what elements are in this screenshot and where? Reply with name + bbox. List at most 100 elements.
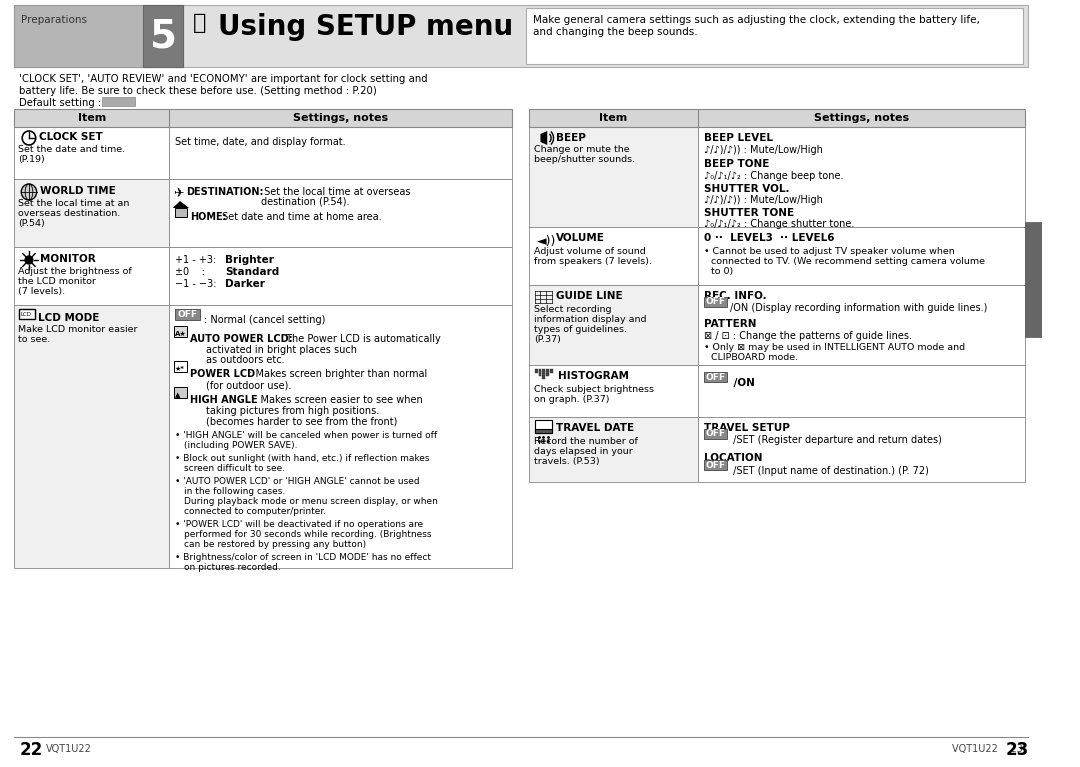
Text: ♪/♪)/♪)) : Mute/Low/High: ♪/♪)/♪)) : Mute/Low/High [703,145,823,155]
Text: travels. (P.53): travels. (P.53) [534,457,599,466]
Text: Using SETUP menu: Using SETUP menu [218,13,513,41]
FancyBboxPatch shape [703,297,727,307]
Text: as outdoors etc.: as outdoors etc. [205,355,284,365]
Text: Set the local time at overseas: Set the local time at overseas [260,187,410,197]
Text: CLIPBOARD mode.: CLIPBOARD mode. [712,353,798,362]
FancyBboxPatch shape [174,387,187,398]
Text: on pictures recorded.: on pictures recorded. [185,563,281,572]
Text: connected to computer/printer.: connected to computer/printer. [185,507,326,516]
FancyBboxPatch shape [1025,222,1042,337]
Text: BEEP LEVEL: BEEP LEVEL [703,133,772,143]
Text: LCD MODE: LCD MODE [38,313,99,323]
FancyBboxPatch shape [698,227,1025,285]
Text: performed for 30 seconds while recording. (Brightness: performed for 30 seconds while recording… [185,530,432,539]
Text: (becomes harder to see from the front): (becomes harder to see from the front) [205,417,397,427]
Text: VQT1U22    23: VQT1U22 23 [953,744,1023,754]
Text: WORLD TIME: WORLD TIME [40,186,116,196]
Text: BEEP: BEEP [556,133,585,143]
FancyBboxPatch shape [529,109,1025,127]
Text: • Block out sunlight (with hand, etc.) if reflection makes: • Block out sunlight (with hand, etc.) i… [175,454,429,463]
Text: POWER LCD: POWER LCD [190,369,255,379]
FancyBboxPatch shape [14,5,1028,67]
FancyBboxPatch shape [698,127,1025,227]
FancyBboxPatch shape [14,305,168,568]
Text: Darker: Darker [225,279,265,289]
Text: +1 - +3:: +1 - +3: [175,255,216,265]
Text: −1 - −3:: −1 - −3: [175,279,216,289]
Text: Item: Item [599,113,627,123]
FancyBboxPatch shape [546,369,549,376]
Text: Settings, notes: Settings, notes [814,113,909,123]
Text: VQT1U22: VQT1U22 [46,744,92,754]
Text: Set time, date, and display format.: Set time, date, and display format. [175,137,346,147]
Text: OFF: OFF [705,460,725,469]
Text: taking pictures from high positions.: taking pictures from high positions. [205,406,379,416]
Text: LCD: LCD [21,312,31,317]
Circle shape [25,256,32,264]
Text: /ON (Display recording information with guide lines.): /ON (Display recording information with … [730,303,987,313]
Text: Preparations: Preparations [22,15,87,25]
Text: beep/shutter sounds.: beep/shutter sounds. [534,155,635,164]
FancyBboxPatch shape [698,365,1025,417]
Text: ♪/♪)/♪)) : Mute/Low/High: ♪/♪)/♪)) : Mute/Low/High [703,195,823,205]
FancyBboxPatch shape [0,0,1042,767]
Text: SHUTTER VOL.: SHUTTER VOL. [703,184,789,194]
Text: information display and: information display and [534,315,646,324]
FancyBboxPatch shape [698,285,1025,365]
Text: Set date and time at home area.: Set date and time at home area. [219,212,381,222]
Text: : Normal (cancel setting): : Normal (cancel setting) [204,315,325,325]
Text: ✈: ✈ [174,187,185,200]
Text: VOLUME: VOLUME [556,233,605,243]
FancyBboxPatch shape [168,247,512,305]
Text: Adjust the brightness of: Adjust the brightness of [18,267,132,276]
FancyBboxPatch shape [542,369,545,379]
FancyBboxPatch shape [529,227,698,285]
Text: ⊠ / ⊡ : Change the patterns of guide lines.: ⊠ / ⊡ : Change the patterns of guide lin… [703,331,912,341]
Text: 22: 22 [19,741,42,759]
Text: Default setting :: Default setting : [19,98,102,108]
FancyBboxPatch shape [175,208,187,217]
Text: MONITOR: MONITOR [40,254,95,264]
FancyBboxPatch shape [168,305,512,568]
Text: • Brightness/color of screen in 'LCD MODE' has no effect: • Brightness/color of screen in 'LCD MOD… [175,553,431,562]
Text: from speakers (7 levels).: from speakers (7 levels). [534,257,651,266]
Text: ▲: ▲ [175,392,180,398]
FancyBboxPatch shape [703,372,727,382]
FancyBboxPatch shape [14,127,168,179]
Text: connected to TV. (We recommend setting camera volume: connected to TV. (We recommend setting c… [712,257,985,266]
FancyBboxPatch shape [168,179,512,247]
Text: Standard: Standard [225,267,279,277]
FancyBboxPatch shape [535,429,552,433]
Text: screen difficult to see.: screen difficult to see. [185,464,285,473]
Text: Set the local time at an: Set the local time at an [18,199,130,208]
FancyBboxPatch shape [143,5,184,67]
Text: Make LCD monitor easier: Make LCD monitor easier [18,325,138,334]
FancyBboxPatch shape [19,309,35,319]
FancyBboxPatch shape [550,369,553,373]
Text: and changing the beep sounds.: and changing the beep sounds. [532,27,698,37]
Text: HISTOGRAM: HISTOGRAM [558,371,629,381]
FancyBboxPatch shape [14,247,168,305]
Text: ±0    :: ±0 : [175,267,204,277]
Text: Make general camera settings such as adjusting the clock, extending the battery : Make general camera settings such as adj… [532,15,980,25]
Text: ★*: ★* [175,366,185,372]
Text: 5: 5 [150,17,177,55]
Text: Item: Item [78,113,106,123]
Text: /ON: /ON [730,378,755,388]
Text: HOME:: HOME: [190,212,227,222]
Text: TRAVEL SETUP: TRAVEL SETUP [703,423,789,433]
Text: ♪₀/♪₁/♪₂ : Change beep tone.: ♪₀/♪₁/♪₂ : Change beep tone. [703,171,843,181]
Text: : Makes screen easier to see when: : Makes screen easier to see when [251,395,422,405]
FancyBboxPatch shape [529,127,698,227]
Text: Brighter: Brighter [225,255,273,265]
Text: SHUTTER TONE: SHUTTER TONE [703,208,794,218]
Text: GUIDE LINE: GUIDE LINE [556,291,622,301]
Text: battery life. Be sure to check these before use. (Setting method : P.20): battery life. Be sure to check these bef… [19,86,377,96]
Polygon shape [173,201,189,208]
Text: on graph. (P.37): on graph. (P.37) [534,395,609,404]
Text: ♪₀/♪₁/♪₂ : Change shutter tone.: ♪₀/♪₁/♪₂ : Change shutter tone. [703,219,854,229]
Text: • Only ⊠ may be used in INTELLIGENT AUTO mode and: • Only ⊠ may be used in INTELLIGENT AUTO… [703,343,964,352]
Text: to 0): to 0) [712,267,733,276]
FancyBboxPatch shape [529,417,698,482]
Text: Set the date and time.: Set the date and time. [18,145,125,154]
